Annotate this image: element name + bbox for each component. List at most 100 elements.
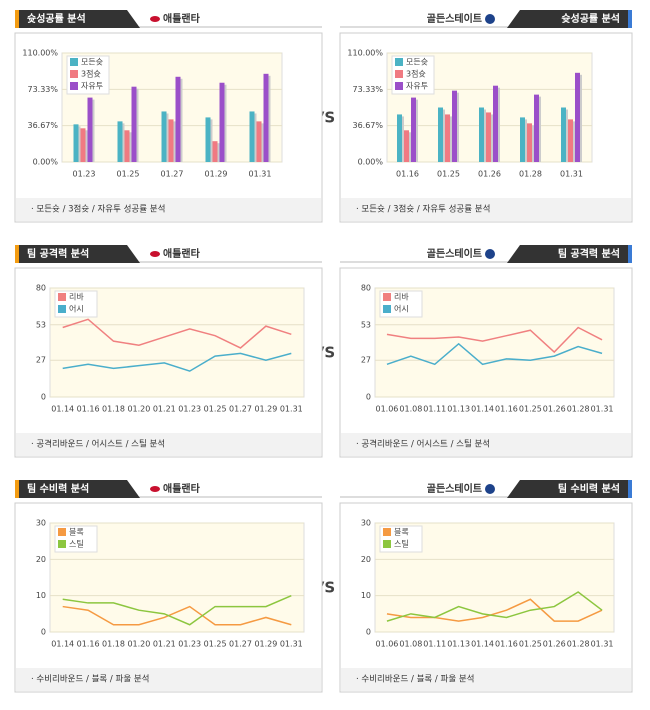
header-accent (628, 245, 632, 263)
bar (534, 94, 539, 162)
x-tick-label: 01.11 (423, 405, 446, 414)
legend-label: 스틸 (69, 539, 84, 549)
bar (561, 107, 566, 162)
footer-text: · 모든슛 / 3점슛 / 자유투 성공률 분석 (356, 204, 490, 215)
header-tab (15, 480, 140, 498)
x-tick-label: 01.14 (471, 640, 494, 649)
y-tick-label: 0 (41, 393, 46, 402)
y-tick-label: 80 (36, 284, 46, 293)
x-tick-label: 01.11 (423, 640, 446, 649)
x-tick-label: 01.16 (77, 640, 100, 649)
team-logo (485, 249, 495, 259)
bar (249, 111, 255, 162)
bar (117, 121, 123, 162)
team-name: 골든스테이트 (427, 12, 482, 25)
x-tick-label: 01.27 (161, 170, 184, 179)
y-tick-label: 27 (36, 356, 46, 365)
x-tick-label: 01.14 (51, 405, 74, 414)
section-title: 슛성공률 분석 (561, 12, 620, 25)
x-tick-label: 01.13 (447, 405, 470, 414)
bar (520, 117, 525, 162)
legend-swatch (70, 58, 78, 66)
x-tick-label: 01.25 (519, 405, 542, 414)
legend-swatch (58, 293, 66, 301)
x-tick-label: 01.20 (127, 405, 150, 414)
header-tab (507, 245, 632, 263)
bar (205, 117, 211, 162)
bar (452, 90, 457, 162)
bar (575, 72, 580, 162)
x-tick-label: 01.31 (280, 405, 303, 414)
y-tick-label: 20 (36, 555, 46, 564)
y-tick-label: 0.00% (33, 158, 59, 167)
x-tick-label: 01.28 (567, 640, 590, 649)
line (62, 352, 292, 372)
y-tick-label: 27 (361, 356, 371, 365)
footer-text: · 모든슛 / 3점슛 / 자유투 성공률 분석 (31, 204, 165, 215)
section-title: 팀 수비력 분석 (558, 482, 620, 495)
x-tick-label: 01.23 (73, 170, 96, 179)
x-tick-label: 01.26 (478, 170, 501, 179)
bar (73, 124, 79, 162)
bar (87, 97, 93, 162)
legend-label: 어시 (394, 304, 409, 314)
legend-swatch (58, 305, 66, 313)
bar (175, 76, 181, 162)
legend-swatch (383, 540, 391, 548)
x-tick-label: 01.31 (249, 170, 272, 179)
legend-label: 3점슛 (81, 69, 101, 79)
footer-text: · 수비리바운드 / 블록 / 파울 분석 (31, 674, 149, 685)
legend-label: 3점슛 (406, 69, 426, 79)
x-tick-label: 01.21 (153, 640, 176, 649)
header-accent (15, 245, 19, 263)
x-tick-label: 01.08 (399, 640, 422, 649)
x-tick-label: 01.21 (153, 405, 176, 414)
y-tick-label: 73.33% (352, 85, 383, 94)
legend-swatch (58, 528, 66, 536)
header-accent (628, 10, 632, 28)
team-logo (485, 14, 495, 24)
line (386, 598, 603, 622)
legend-swatch (395, 82, 403, 90)
legend-label: 리바 (69, 292, 84, 302)
x-tick-label: 01.18 (102, 405, 125, 414)
y-tick-label: 30 (361, 519, 371, 528)
x-tick-label: 01.23 (178, 405, 201, 414)
y-tick-label: 0 (366, 628, 371, 637)
bar (479, 107, 484, 162)
y-tick-label: 30 (36, 519, 46, 528)
bar (161, 111, 167, 162)
legend-label: 리바 (394, 292, 409, 302)
y-tick-label: 53 (361, 320, 371, 329)
y-tick-label: 110.00% (347, 49, 383, 58)
legend-swatch (395, 70, 403, 78)
line (386, 591, 603, 622)
y-tick-label: 53 (36, 320, 46, 329)
legend-swatch (383, 293, 391, 301)
legend-swatch (383, 528, 391, 536)
team-name: 애틀랜타 (163, 12, 201, 25)
x-tick-label: 01.16 (495, 405, 518, 414)
footer-text: · 공격리바운드 / 어시스트 / 스틸 분석 (356, 439, 490, 450)
x-tick-label: 01.23 (178, 640, 201, 649)
header-tab (15, 245, 140, 263)
bar (568, 119, 573, 162)
y-tick-label: 10 (36, 591, 46, 600)
footer-text: · 공격리바운드 / 어시스트 / 스틸 분석 (31, 439, 165, 450)
line (386, 342, 603, 366)
x-tick-label: 01.20 (127, 640, 150, 649)
team-name: 골든스테이트 (427, 247, 482, 260)
team-logo (485, 484, 495, 494)
x-tick-label: 01.14 (471, 405, 494, 414)
team-name: 애틀랜타 (163, 247, 201, 260)
header-tab (15, 10, 140, 28)
bar (124, 130, 130, 162)
legend-label: 모든슛 (406, 58, 428, 67)
header-tab (507, 480, 632, 498)
x-tick-label: 01.25 (519, 640, 542, 649)
x-tick-label: 01.28 (519, 170, 542, 179)
footer-band (16, 668, 321, 691)
section-title: 팀 수비력 분석 (27, 482, 89, 495)
x-tick-label: 01.31 (591, 640, 614, 649)
